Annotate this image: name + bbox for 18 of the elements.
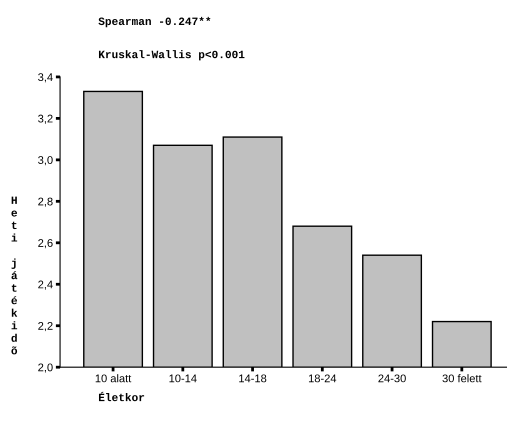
x-tick-label: 10 alatt <box>96 374 132 382</box>
x-tick-label: 30 felett <box>442 374 482 382</box>
y-tick-label: 2,6 <box>38 239 53 248</box>
chart-title: Spearman -0.247** <box>98 16 210 28</box>
y-tick-label: 2,0 <box>38 363 53 373</box>
x-tick-label: 14-18 <box>239 374 266 382</box>
y-tick-label: 2,8 <box>38 198 53 207</box>
text: Heti játékidõ <box>11 196 18 354</box>
x-axis-title: Életkor <box>98 392 144 402</box>
y-tick-label: 3,4 <box>38 73 53 82</box>
y-tick-label: 2,2 <box>38 322 53 332</box>
chart-subtitle: Kruskal-Wallis p<0.001 <box>98 50 244 60</box>
y-tick-label: 3,0 <box>38 156 53 166</box>
y-tick-label: 3,2 <box>38 114 53 124</box>
x-tick-label: 18-24 <box>308 374 336 382</box>
y-tick-label: 2,4 <box>38 280 53 290</box>
x-tick-label: 10-14 <box>169 374 197 382</box>
x-tick-label: 24-30 <box>378 374 406 382</box>
